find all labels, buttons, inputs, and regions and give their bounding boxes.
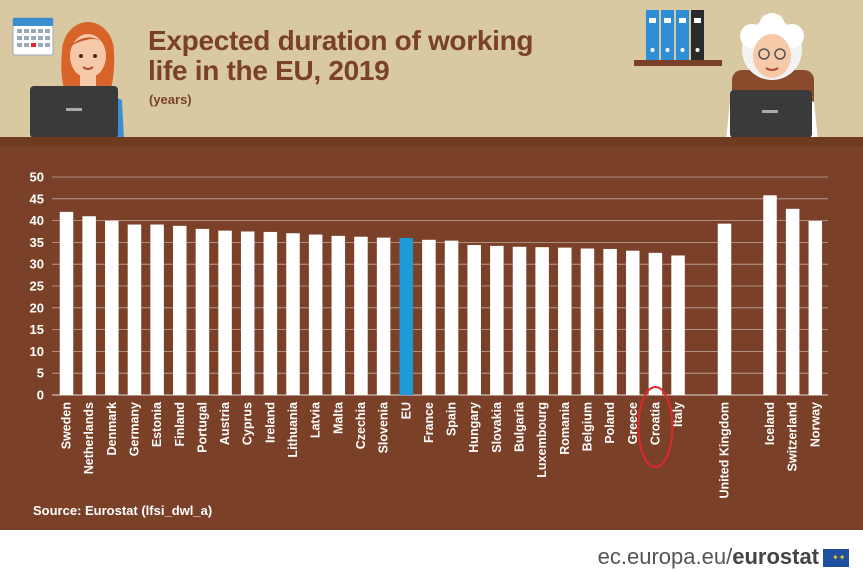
bar-lithuania [286,233,300,395]
woman-with-laptop-icon [30,22,124,140]
chart-subtitle: (years) [149,92,192,107]
bar-bulgaria [512,246,527,395]
x-tick-label: Austria [218,401,232,445]
grid-lines [52,176,828,396]
bar-malta [331,235,346,395]
x-tick-label: Denmark [105,402,119,456]
x-tick-label: Slovenia [377,401,391,453]
binders-shelf-icon [634,10,722,66]
y-tick-label: 20 [30,300,44,315]
y-tick-label: 5 [37,366,44,381]
y-tick-label: 25 [30,279,44,294]
y-tick-label: 15 [30,322,44,337]
y-tick-label: 40 [30,213,44,228]
x-axis-labels: Sweden Netherlands Denmark Germany Estonia Fi… [60,401,823,499]
bar-denmark [105,220,119,395]
x-tick-label: Germany [127,402,141,456]
x-tick-label: Netherlands [82,402,96,474]
bar-united-kingdom [717,223,732,395]
highlight-circle [637,386,674,468]
desk-edge [0,137,863,146]
x-tick-label: Italy [671,402,685,427]
footer-brand-name: eurostat [732,544,819,569]
y-tick-label: 30 [30,257,44,272]
bar-eu [399,238,413,395]
y-axis-ticks: 0 5 10 15 20 25 30 35 40 45 50 [30,170,44,403]
y-tick-label: 10 [30,344,44,359]
x-tick-label: Belgium [580,402,594,451]
calendar-icon [12,17,54,56]
x-tick-label: Cyprus [241,402,255,445]
bar-sweden [59,211,74,395]
x-tick-label: EU [399,402,413,419]
footer-domain: ec.europa.eu/ [597,544,733,569]
bar-cyprus [240,231,255,395]
x-tick-label: Bulgaria [513,401,527,452]
bar-finland [173,225,187,395]
x-tick-label: Portugal [195,402,209,453]
annotations [637,386,674,468]
y-tick-label: 0 [37,388,44,403]
y-tick-label: 45 [30,191,44,206]
x-tick-label: Romania [558,401,572,455]
x-tick-label: Estonia [150,401,164,447]
bar-spain [444,240,459,395]
bar-slovakia [490,245,504,395]
bar-netherlands [82,216,96,395]
bar-latvia [308,234,323,395]
bar-romania [558,247,572,395]
x-tick-label: Latvia [309,401,323,438]
bar-italy [671,255,685,395]
bar-portugal [195,228,210,395]
eu-flag-icon: ✦✦ [823,549,849,568]
x-tick-label: Ireland [263,402,277,443]
bar-iceland [763,195,777,395]
x-tick-label: Lithuania [286,401,300,458]
bar-france [422,239,436,395]
bars [59,195,823,395]
x-tick-label: Malta [331,401,345,434]
x-tick-label: Czechia [354,401,368,449]
bar-greece [626,250,640,395]
source-note: Source: Eurostat (lfsi_dwl_a) [33,503,213,518]
bar-hungary [467,245,481,395]
x-tick-label: Iceland [763,402,777,445]
x-tick-label: Switzerland [786,402,800,471]
x-tick-label: France [422,402,436,443]
bar-ireland [263,231,278,395]
x-tick-label: Spain [445,402,459,436]
x-tick-label: Slovakia [490,401,504,453]
y-tick-label: 50 [30,170,44,185]
x-tick-label: Hungary [467,402,481,453]
x-tick-label: Norway [808,402,822,447]
bar-austria [218,230,232,395]
bar-luxembourg [535,247,549,395]
chart-title: Expected duration of working life in the… [148,25,534,86]
y-tick-label: 35 [30,235,44,250]
x-tick-label: United Kingdom [718,402,732,499]
bar-norway [808,221,823,395]
footer-brand[interactable]: ec.europa.eu/eurostat ✦✦ [598,544,849,570]
header-background [0,0,863,140]
x-tick-label: Sweden [60,402,74,449]
bar-chart: 0 5 10 15 20 25 30 35 40 45 50 Sweden Netherlands De… [30,170,828,499]
bar-germany [127,224,142,395]
x-tick-label: Greece [626,402,640,444]
x-tick-label: Croatia [648,401,662,445]
bar-slovenia [376,237,391,395]
x-tick-label: Finland [173,402,187,446]
bar-croatia [648,252,663,395]
x-tick-label: Luxembourg [535,402,549,478]
bar-switzerland [785,208,800,395]
bar-czechia [354,236,368,395]
bar-belgium [580,248,595,395]
x-tick-label: Poland [603,402,617,444]
bar-estonia [150,224,164,395]
bar-poland [603,248,617,395]
grandmother-with-laptop-icon [726,13,818,140]
